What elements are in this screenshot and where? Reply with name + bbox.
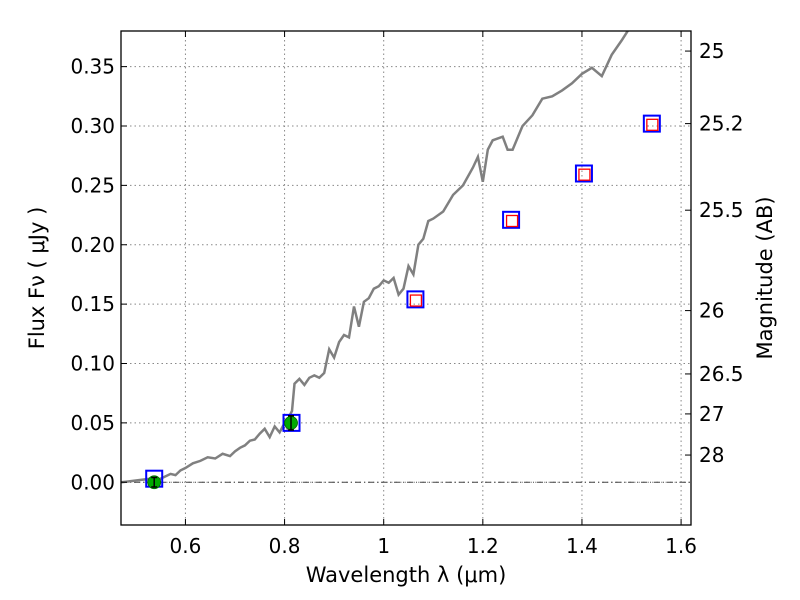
- right-tick-label-2: 25.5: [699, 198, 744, 222]
- plot-frame: [120, 30, 692, 526]
- model-photometry-box-5: [642, 114, 661, 133]
- right-tick-label-5: 27: [699, 402, 724, 426]
- observed-photometry-box-3: [646, 118, 659, 131]
- x-tick-label-3: 1.2: [467, 534, 499, 558]
- right-tick-label-1: 25.2: [699, 112, 744, 136]
- x-tick-label-1: 0.8: [269, 534, 301, 558]
- right-tick-label-3: 26: [699, 299, 724, 323]
- sed-model-spectrum: [121, 31, 630, 484]
- right-tick-label-4: 26.5: [699, 362, 744, 386]
- x-tick-label-4: 1.4: [566, 534, 598, 558]
- y-tick-label-2: 0.10: [70, 352, 115, 376]
- y-tick-label-1: 0.05: [70, 411, 115, 435]
- y-tick-label-3: 0.15: [70, 292, 115, 316]
- model-photometry-box-3: [502, 210, 521, 229]
- x-tick-labels: 0.6 0.8 1 1.2 1.4 1.6: [170, 534, 697, 558]
- x-tick-label-2: 1: [377, 534, 390, 558]
- axis-ticks: [121, 31, 691, 525]
- x-tick-label-0: 0.6: [170, 534, 202, 558]
- observed-photometry-box-0: [409, 294, 423, 307]
- right-tick-label-6: 28: [699, 443, 724, 467]
- right-tick-labels: 25 25.2 25.5 26 26.5 27 28: [699, 39, 744, 467]
- y-tick-labels: 0.00 0.05 0.10 0.15 0.20 0.25 0.30 0.35: [70, 55, 115, 495]
- right-axis-label: Magnitude (AB): [753, 196, 777, 359]
- model-photometry-box-2: [406, 290, 425, 309]
- x-axis-label: Wavelength λ (μm): [306, 563, 507, 587]
- y-tick-label-0: 0.00: [70, 470, 115, 494]
- y-tick-label-5: 0.25: [70, 173, 115, 197]
- observed-photometry-box-2: [578, 168, 591, 181]
- x-tick-label-5: 1.6: [665, 534, 697, 558]
- right-tick-label-0: 25: [699, 39, 724, 63]
- y-tick-label-7: 0.35: [70, 55, 115, 79]
- model-photometry-box-4: [574, 164, 593, 183]
- y-tick-label-6: 0.30: [70, 114, 115, 138]
- y-axis-label: Flux Fν ( μJy ): [25, 207, 49, 350]
- model-photometry-box-1: [282, 413, 301, 432]
- observed-photometry-box-1: [505, 214, 519, 228]
- photometry-markers: [145, 114, 661, 490]
- y-tick-label-4: 0.20: [70, 233, 115, 257]
